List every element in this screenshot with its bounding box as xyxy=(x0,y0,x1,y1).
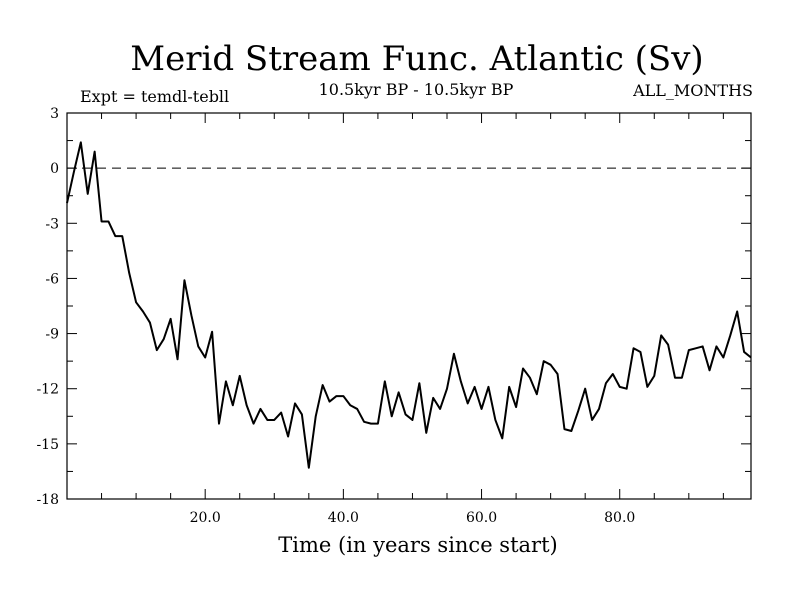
y-tick-label: 0 xyxy=(50,161,59,177)
subtitle-left: Expt = temdl-tebll xyxy=(80,87,229,106)
y-tick-label: -6 xyxy=(45,271,59,287)
x-axis-label: Time (in years since start) xyxy=(278,533,557,557)
chart-title: Merid Stream Func. Atlantic (Sv) xyxy=(130,39,703,79)
series-layer xyxy=(66,141,752,469)
y-axis-ticks: 3 0 -3 -6 -9 -12 -15 -18 xyxy=(36,106,751,508)
x-axis-ticks: 20.0 40.0 60.0 80.0 xyxy=(101,113,724,526)
x-tick-label: 60.0 xyxy=(466,510,497,526)
y-tick-label: 3 xyxy=(50,106,59,122)
x-tick-label: 80.0 xyxy=(604,510,635,526)
x-tick-label: 40.0 xyxy=(328,510,359,526)
y-tick-label: -3 xyxy=(45,216,59,232)
subtitle-center: 10.5kyr BP - 10.5kyr BP xyxy=(319,80,514,99)
y-tick-label: -15 xyxy=(36,437,59,453)
x-tick-label: 20.0 xyxy=(190,510,221,526)
y-tick-label: -9 xyxy=(45,327,59,343)
y-tick-label: -12 xyxy=(36,382,59,398)
series-line xyxy=(66,141,752,469)
subtitle-right: ALL_MONTHS xyxy=(632,81,753,100)
y-tick-label: -18 xyxy=(36,492,59,508)
plot-frame xyxy=(66,112,752,500)
